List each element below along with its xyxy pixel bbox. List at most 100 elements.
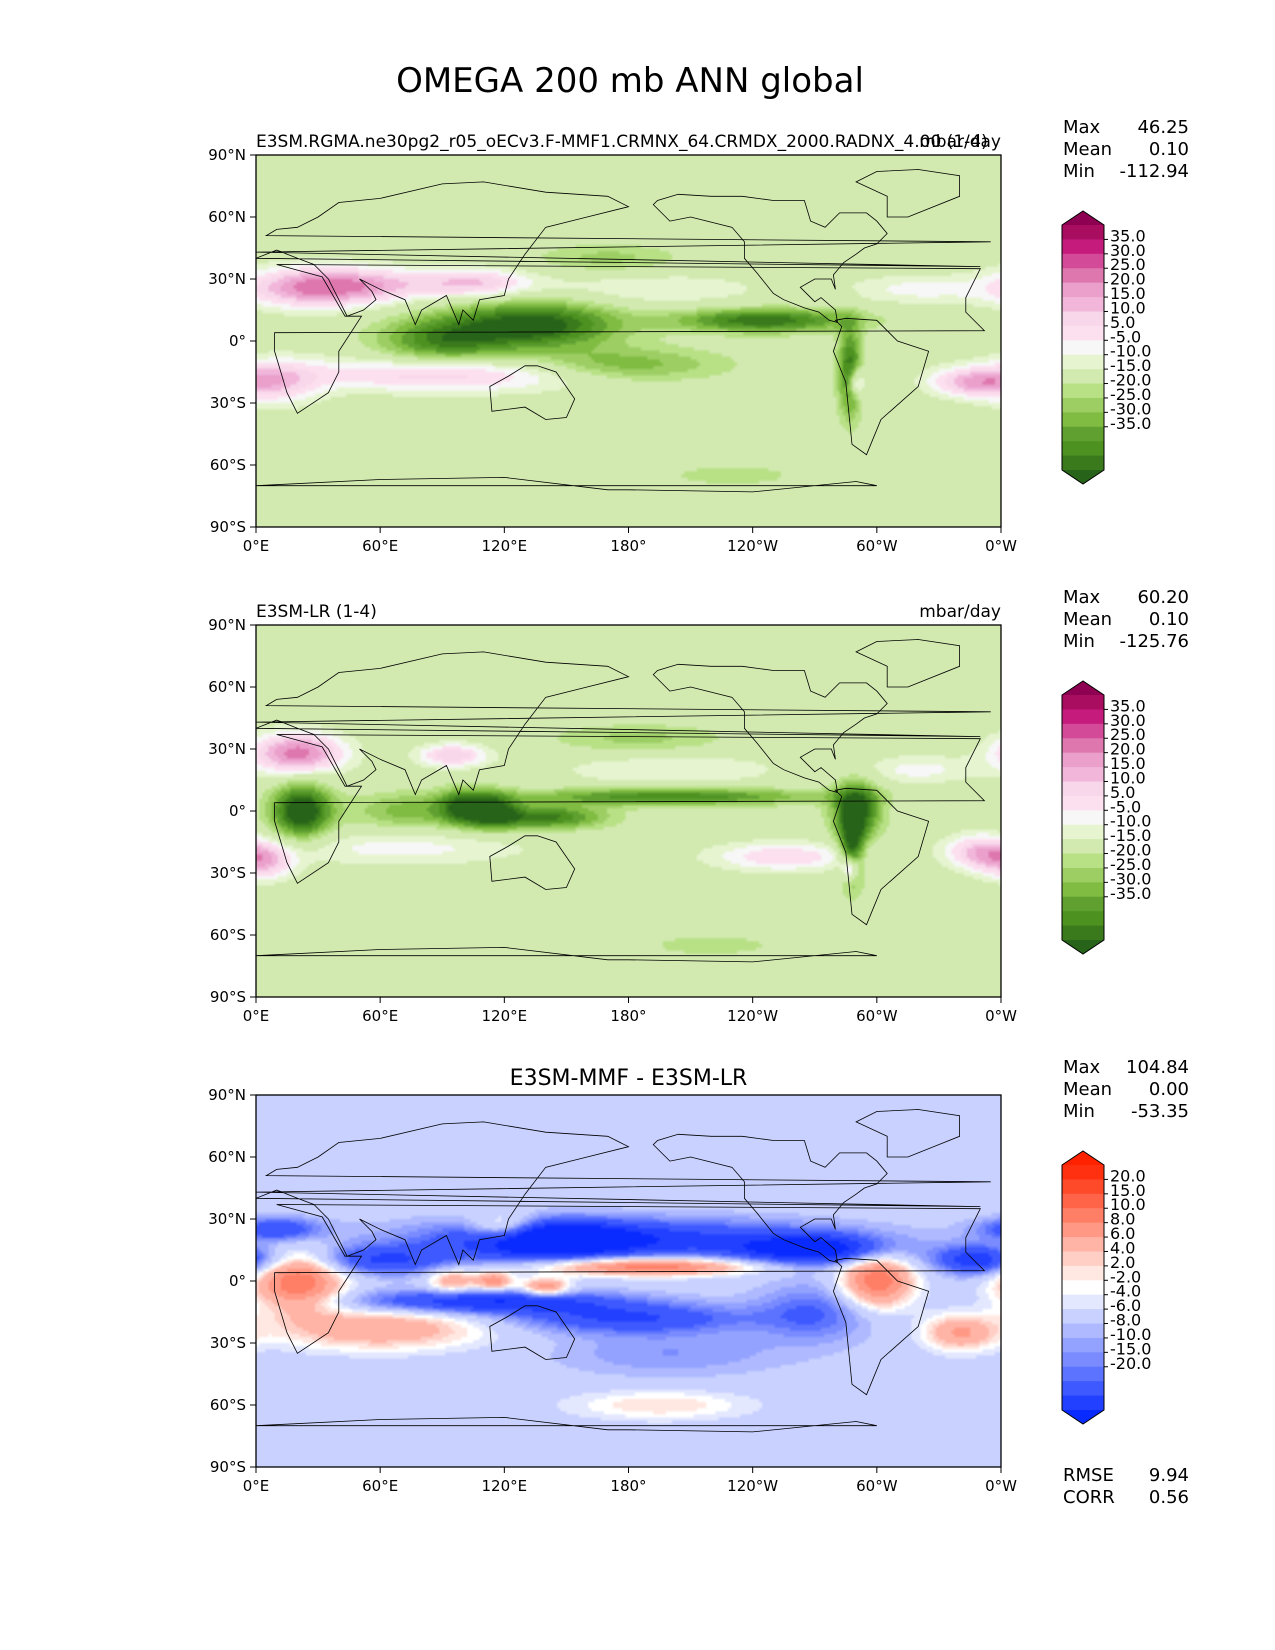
bottom-stat-label: CORR <box>1063 1487 1115 1508</box>
y-tick-label: 90°S <box>210 988 246 1006</box>
colorbar-swatch <box>1062 311 1104 327</box>
stat-label: Min <box>1063 1101 1095 1122</box>
colorbar-tick-label: 15.0 <box>1110 1181 1146 1200</box>
colorbar-tick-label: 4.0 <box>1110 1238 1135 1257</box>
colorbar-swatch <box>1062 824 1104 840</box>
colorbar-swatch <box>1062 1337 1104 1353</box>
colorbar-tick-label: 10.0 <box>1110 768 1146 787</box>
colorbar-tick-label: 30.0 <box>1110 711 1146 730</box>
colorbar-swatch <box>1062 1366 1104 1382</box>
x-tick-label: 60°E <box>362 537 398 555</box>
colorbar-swatch <box>1062 268 1104 284</box>
coastline <box>256 181 991 326</box>
x-tick-label: 120°W <box>727 537 778 555</box>
bottom-stat-label: RMSE <box>1063 1465 1114 1486</box>
stat-label: Mean <box>1063 1079 1112 1100</box>
colorbar-tick-label: -20.0 <box>1110 841 1151 860</box>
colorbar-swatch <box>1062 1323 1104 1339</box>
colorbar-tick-label: 5.0 <box>1110 783 1135 802</box>
colorbar-swatch <box>1062 1280 1104 1296</box>
y-tick-label: 0° <box>229 332 246 350</box>
colorbar-tick-label: -25.0 <box>1110 855 1151 874</box>
colorbar-swatch <box>1062 767 1104 782</box>
colorbar-tick-label: -35.0 <box>1110 884 1151 903</box>
stat-label: Min <box>1063 631 1095 652</box>
colorbar-tick-label: 20.0 <box>1110 740 1146 759</box>
coastline <box>256 651 991 796</box>
y-tick-label: 30°N <box>208 1210 246 1228</box>
colorbar-swatch <box>1062 1208 1104 1224</box>
stat-value: 104.84 <box>1126 1057 1189 1078</box>
coastline <box>652 1133 888 1263</box>
colorbar-swatch <box>1062 1352 1104 1368</box>
coastline <box>489 1305 576 1360</box>
x-tick-label: 180° <box>610 1477 646 1495</box>
colorbar-outline <box>1061 680 1105 955</box>
colorbar-tick-label: -5.0 <box>1110 797 1141 816</box>
coastline <box>274 264 986 414</box>
colorbar-tick-label: 8.0 <box>1110 1210 1135 1229</box>
panel-center-title: E3SM-MMF - E3SM-LR <box>510 1066 748 1091</box>
colorbar-tick-label: -20.0 <box>1110 371 1151 390</box>
y-tick-label: 90°N <box>208 146 246 164</box>
panel-left-title: E3SM-LR (1-4) <box>256 602 377 622</box>
coastline <box>652 663 888 793</box>
colorbar-swatch <box>1062 781 1104 797</box>
colorbar-swatch <box>1062 441 1104 457</box>
y-tick-label: 60°S <box>210 456 246 474</box>
x-tick-label: 60°E <box>362 1007 398 1025</box>
stat-label: Mean <box>1063 139 1112 160</box>
stat-label: Max <box>1063 587 1101 608</box>
colorbar-swatch <box>1062 853 1104 869</box>
colorbar-tick-label: 10.0 <box>1110 1195 1146 1214</box>
x-tick-label: 0°W <box>985 1007 1017 1025</box>
colorbar-tick-label: 20.0 <box>1110 1166 1146 1185</box>
colorbar-swatch <box>1062 1265 1104 1281</box>
x-tick-label: 60°W <box>856 537 898 555</box>
colorbar-tick-label: 2.0 <box>1110 1253 1135 1272</box>
colorbar-swatch <box>1062 383 1104 399</box>
colorbar-swatch <box>1062 882 1104 898</box>
x-tick-label: 60°W <box>856 1477 898 1495</box>
colorbar-swatch <box>1062 1251 1104 1267</box>
colorbar-tick-label: -25.0 <box>1110 385 1151 404</box>
colorbar-swatch <box>1062 354 1104 370</box>
colorbar-tick-label: 25.0 <box>1110 725 1146 744</box>
x-tick-label: 0°W <box>985 537 1017 555</box>
panel-units: mbar/day <box>919 132 1001 152</box>
colorbar-extend-max <box>1062 211 1104 225</box>
y-tick-label: 30°N <box>208 740 246 758</box>
colorbar-tick-label: -10.0 <box>1110 812 1151 831</box>
x-tick-label: 180° <box>610 537 646 555</box>
panel-units: mbar/day <box>919 602 1001 622</box>
stat-label: Min <box>1063 161 1095 182</box>
stat-label: Mean <box>1063 609 1112 630</box>
coastline <box>652 193 888 323</box>
colorbar-swatch <box>1062 412 1104 428</box>
colorbar-swatch <box>1062 723 1104 739</box>
bottom-stat-value: 0.56 <box>1149 1487 1189 1508</box>
y-tick-label: 60°S <box>210 926 246 944</box>
coastline <box>274 1204 986 1354</box>
stat-value: -125.76 <box>1120 631 1189 652</box>
colorbar-swatch <box>1062 455 1104 471</box>
colorbar-tick-label: -2.0 <box>1110 1267 1141 1286</box>
stat-value: 0.10 <box>1149 609 1189 630</box>
colorbar-swatch <box>1062 752 1104 768</box>
panel-left-title: E3SM.RGMA.ne30pg2_r05_oECv3.F-MMF1.CRMNX… <box>256 132 988 152</box>
y-tick-label: 60°N <box>208 1148 246 1166</box>
x-tick-label: 0°E <box>243 1477 270 1495</box>
colorbar-outline <box>1061 1150 1105 1425</box>
map-panel-1: 0°E 60°E 120°E 180° 120°W 60°W 0°W 90°N 60°N 30°N… <box>208 117 1189 555</box>
y-tick-label: 30°S <box>210 394 246 412</box>
coastline <box>832 317 930 456</box>
colorbar-swatch <box>1062 1381 1104 1397</box>
stat-value: 0.10 <box>1149 139 1189 160</box>
colorbar-swatch <box>1062 1179 1104 1195</box>
stat-value: 46.25 <box>1137 117 1189 138</box>
colorbar-swatch <box>1062 426 1104 442</box>
colorbar-tick-label: -15.0 <box>1110 826 1151 845</box>
colorbar-swatch <box>1062 1294 1104 1310</box>
colorbar-swatch <box>1062 1165 1104 1180</box>
